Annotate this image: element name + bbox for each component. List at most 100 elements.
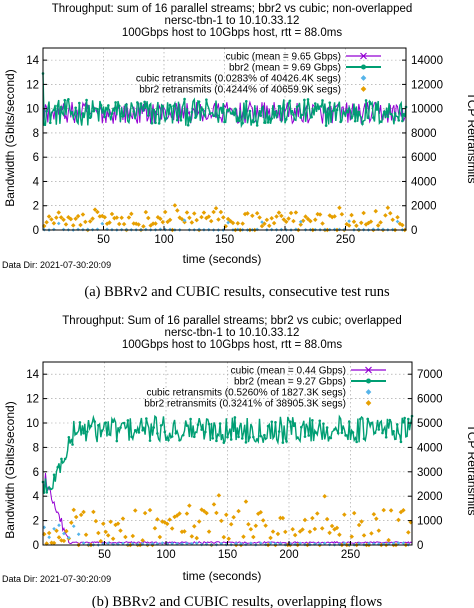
bbr2-point	[85, 98, 88, 102]
bbr2-retransmit-point	[250, 213, 255, 218]
y2-tick-label: 0	[411, 225, 417, 237]
bbr2-point	[288, 420, 292, 423]
chart-a-legend: cubic (mean = 9.65 Gbps)bbr2 (mean = 9.6…	[136, 52, 381, 96]
bbr2-retransmit-point	[196, 519, 202, 524]
bbr2-point	[60, 457, 63, 461]
bbr2-retransmit-point	[286, 216, 291, 221]
bbr2-point	[70, 111, 74, 114]
bbr2-point	[157, 122, 161, 125]
legend-label-bbr2: bbr2 (mean = 9.69 Gbps)	[229, 63, 341, 74]
bbr2-retransmit-point	[162, 209, 168, 215]
bbr2-retransmit-point	[315, 511, 320, 516]
cubic-retransmit-point	[160, 541, 165, 545]
bbr2-point	[266, 121, 270, 124]
bbr2-point	[384, 435, 388, 439]
bbr2-retransmit-point	[214, 510, 219, 516]
bbr2-point	[277, 430, 281, 433]
bbr2-retransmit-point	[349, 212, 354, 218]
bbr2-point	[266, 424, 270, 428]
bbr2-retransmit-point	[302, 517, 308, 523]
bbr2-retransmit-point	[268, 535, 273, 541]
bbr2-retransmit-point	[90, 216, 95, 221]
bbr2-point	[313, 102, 317, 105]
bbr2-point	[397, 119, 401, 122]
bbr2-point	[176, 118, 179, 122]
legend-label-cubic: cubic (mean = 9.65 Gbps)	[226, 52, 341, 63]
legend-label-cubic_retransmits: cubic retransmits (0.0283% of 40426.4K s…	[136, 74, 341, 85]
chart-b-x-axis-label: time (seconds)	[183, 569, 262, 583]
bbr2-point	[204, 430, 207, 434]
y-tick-label: 0	[33, 225, 39, 237]
cubic-retransmit-point	[100, 221, 105, 226]
bbr2-point	[114, 101, 117, 104]
bbr2-point	[63, 98, 67, 102]
bbr2-point	[379, 120, 382, 123]
bbr2-point	[132, 110, 136, 113]
bbr2-point	[229, 438, 233, 441]
bbr2-point	[143, 100, 146, 104]
bbr2-point	[270, 117, 273, 120]
bbr2-retransmit-point	[374, 516, 379, 521]
y2-tick-label: 1000	[417, 516, 443, 528]
chart-b-y2-axis-label: TCP Retransmits	[465, 424, 474, 515]
cubic-retransmit-point	[347, 219, 351, 224]
bbr2-point	[340, 431, 344, 435]
bbr2-point	[67, 435, 71, 439]
bbr2-retransmit-point	[216, 493, 222, 498]
bbr2-retransmit-point	[169, 526, 175, 531]
bbr2-retransmit-point	[123, 534, 128, 540]
legend-label-cubic: cubic (mean = 0.44 Gbps)	[231, 366, 346, 377]
bbr2-point	[347, 420, 351, 423]
bbr2-point	[122, 421, 126, 425]
bbr2-retransmit-point	[291, 218, 296, 224]
cubic-retransmit-point	[95, 227, 100, 232]
bbr2-point	[364, 99, 368, 102]
bbr2-retransmit-point	[58, 215, 64, 220]
bbr2-point	[165, 116, 168, 120]
bbr2-point	[88, 116, 92, 120]
y2-tick-label: 2000	[411, 201, 437, 213]
bbr2-point	[274, 110, 277, 114]
bbr2-retransmit-point	[351, 510, 357, 516]
bbr2-retransmit-point	[51, 220, 57, 226]
bbr2-point	[97, 424, 100, 427]
bbr2-point	[322, 422, 325, 425]
bbr2-retransmit-point	[369, 531, 374, 536]
bbr2-retransmit-point	[337, 205, 342, 211]
cubic-retransmit-point	[76, 532, 81, 537]
y2-tick-label: 2000	[417, 491, 443, 503]
y-tick-label: 6	[33, 467, 39, 479]
chart-b-y-axis-label: Bandwidth (Gbits/second)	[3, 401, 17, 538]
bbr2-point	[244, 441, 248, 444]
bbr2-retransmit-point	[383, 213, 388, 218]
bbr2-point	[248, 109, 252, 113]
bbr2-point	[375, 108, 379, 111]
bbr2-point	[362, 437, 366, 441]
bbr2-point	[108, 433, 111, 436]
bbr2-point	[179, 119, 183, 122]
bbr2-point	[196, 423, 200, 427]
bbr2-retransmit-point	[92, 207, 98, 212]
bbr2-point	[178, 439, 181, 442]
chart-a-ticks: 50 100 150 200 250 0 2 4 6 8 10 12 14 0 2000 4000 6000 80…	[26, 55, 443, 246]
bbr2-point	[303, 98, 306, 102]
bbr2-retransmit-point	[236, 508, 241, 514]
x-tick-label: 150	[215, 234, 234, 246]
bbr2-retransmit-point	[70, 223, 76, 228]
bbr2-retransmit-point	[199, 214, 204, 220]
bbr2-point	[296, 436, 299, 439]
y-tick-label: 4	[33, 491, 40, 503]
y2-tick-label: 6000	[417, 394, 443, 406]
bbr2-point	[259, 434, 263, 438]
bbr2-point	[137, 431, 141, 434]
bbr2-retransmit-point	[292, 532, 298, 538]
bbr2-retransmit-point	[116, 221, 122, 227]
bbr2-retransmit-point	[264, 217, 270, 223]
bbr2-retransmit-point	[91, 509, 96, 515]
bbr2-point	[407, 417, 410, 421]
bbr2-retransmit-point	[208, 218, 214, 224]
bbr2-retransmit-point	[385, 205, 391, 210]
bbr2-point	[386, 115, 390, 119]
bbr2-retransmit-point	[354, 223, 359, 228]
bbr2-retransmit-point	[243, 499, 249, 504]
